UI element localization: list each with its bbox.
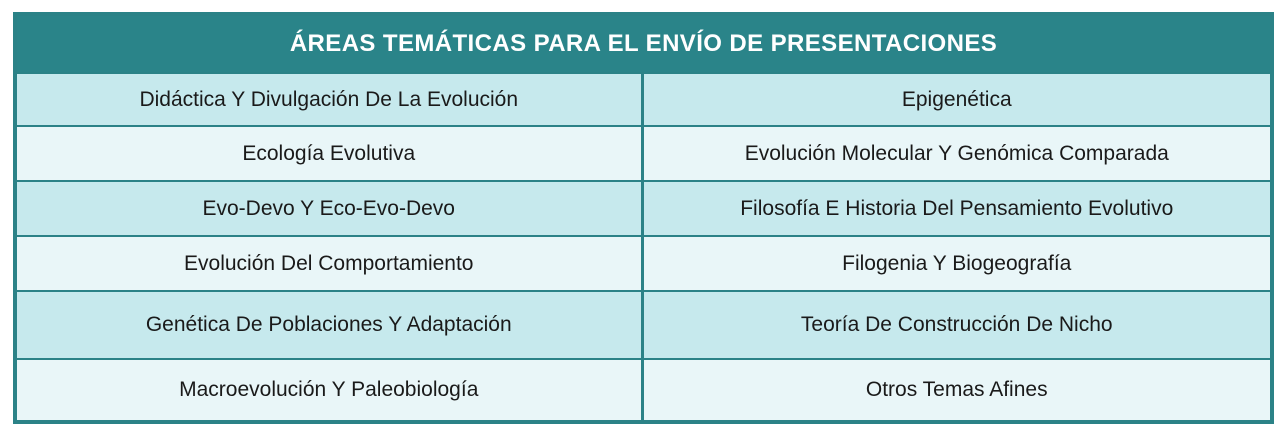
- table-title: ÁREAS TEMÁTICAS PARA EL ENVÍO DE PRESENT…: [17, 16, 1270, 72]
- table-cell: Teoría De Construcción De Nicho: [643, 292, 1270, 358]
- table-row: Ecología Evolutiva Evolución Molecular Y…: [17, 125, 1270, 180]
- table-cell: Epigenética: [643, 74, 1270, 125]
- table-cell: Evolución Del Comportamiento: [17, 237, 644, 290]
- table-cell: Filogenia Y Biogeografía: [643, 237, 1270, 290]
- table-row: Evo-Devo Y Eco-Evo-Devo Filosofía E Hist…: [17, 180, 1270, 235]
- table-cell: Genética De Poblaciones Y Adaptación: [17, 292, 644, 358]
- table-cell: Otros Temas Afines: [643, 360, 1270, 420]
- table-cell: Macroevolución Y Paleobiología: [17, 360, 644, 420]
- table-row: Evolución Del Comportamiento Filogenia Y…: [17, 235, 1270, 290]
- table-row: Genética De Poblaciones Y Adaptación Teo…: [17, 290, 1270, 358]
- table-cell: Evo-Devo Y Eco-Evo-Devo: [17, 182, 644, 235]
- table-cell: Didáctica Y Divulgación De La Evolución: [17, 74, 644, 125]
- table-cell: Ecología Evolutiva: [17, 127, 644, 180]
- table-cell: Filosofía E Historia Del Pensamiento Evo…: [643, 182, 1270, 235]
- table-row: Didáctica Y Divulgación De La Evolución …: [17, 72, 1270, 125]
- thematic-areas-table: ÁREAS TEMÁTICAS PARA EL ENVÍO DE PRESENT…: [13, 12, 1274, 424]
- table-cell: Evolución Molecular Y Genómica Comparada: [643, 127, 1270, 180]
- table-row: Macroevolución Y Paleobiología Otros Tem…: [17, 358, 1270, 420]
